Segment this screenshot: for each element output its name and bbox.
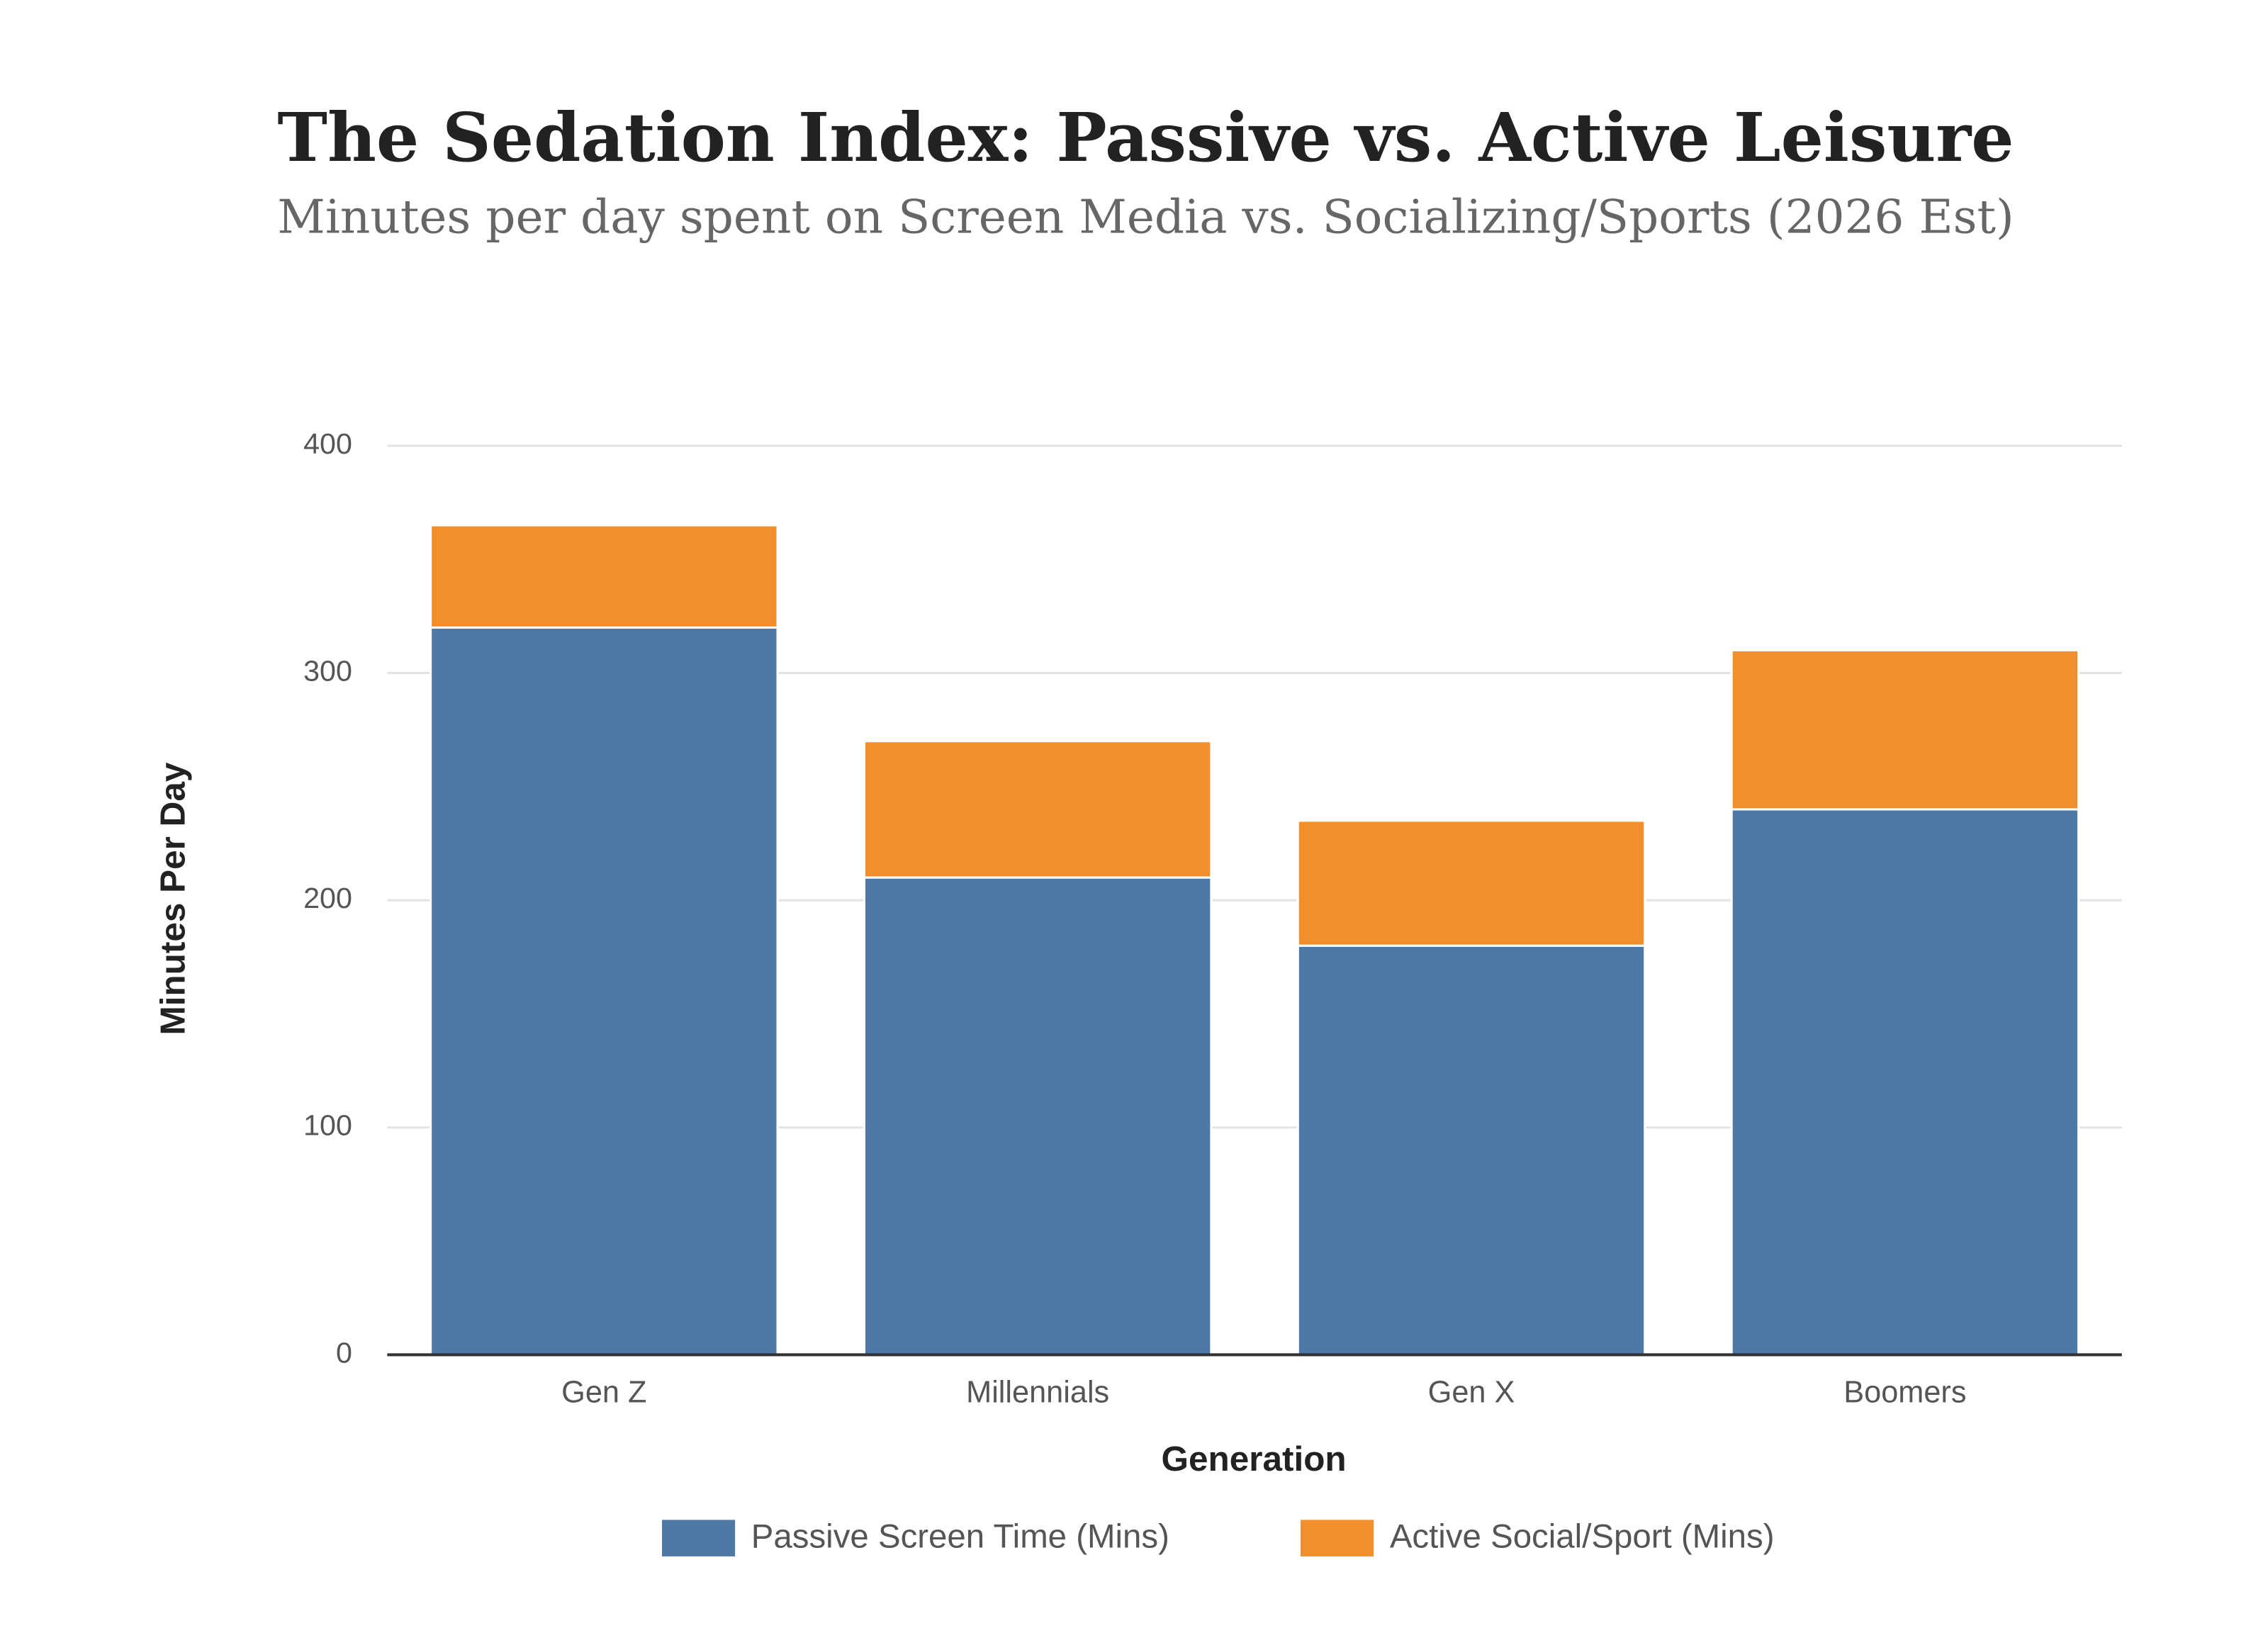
- bar-segment: [863, 876, 1213, 1356]
- bar-segment: [1730, 808, 2080, 1356]
- chart-title: The Sedation Index: Passive vs. Active L…: [277, 99, 2014, 177]
- legend-swatch: [1301, 1520, 1374, 1556]
- bar-segment: [430, 626, 779, 1356]
- bar-segment: [1730, 649, 2080, 811]
- x-tick-label: Millennials: [966, 1375, 1109, 1409]
- y-tick-label: 100: [303, 1109, 352, 1142]
- x-tick-label: Gen Z: [561, 1375, 646, 1409]
- bar-segment: [1296, 944, 1646, 1356]
- legend-swatch: [662, 1520, 736, 1556]
- y-tick-label: 0: [336, 1336, 352, 1369]
- legend-label: Passive Screen Time (Mins): [751, 1518, 1169, 1556]
- y-tick-label: 300: [303, 654, 352, 687]
- bar-segment: [863, 740, 1213, 879]
- y-tick-label: 400: [303, 427, 352, 460]
- bar-segment: [430, 524, 779, 629]
- y-axis-title: Minutes Per Day: [154, 762, 193, 1035]
- x-tick-label: Gen X: [1428, 1375, 1515, 1409]
- y-tick-label: 200: [303, 882, 352, 914]
- x-axis-title: Generation: [1162, 1440, 1347, 1478]
- legend-label: Active Social/Sport (Mins): [1390, 1518, 1775, 1556]
- bar-segment: [1296, 819, 1646, 947]
- chart-subtitle: Minutes per day spent on Screen Media vs…: [277, 189, 2014, 244]
- x-tick-label: Boomers: [1843, 1375, 1966, 1409]
